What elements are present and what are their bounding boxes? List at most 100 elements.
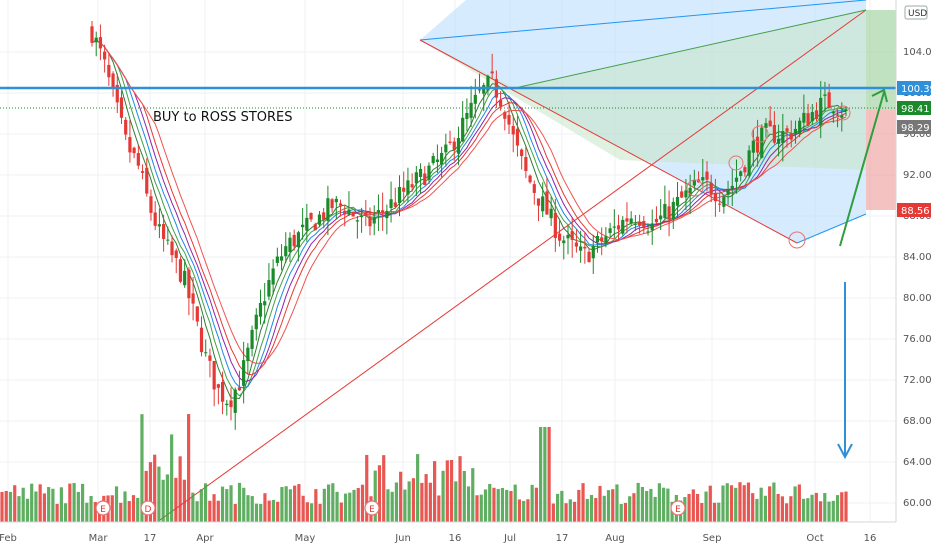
volume-bar <box>80 483 85 522</box>
position-box-loss <box>866 110 896 210</box>
volume-bar <box>301 495 305 522</box>
candle-body <box>633 223 637 225</box>
candle-body <box>718 203 722 205</box>
highlight-circle <box>686 179 704 197</box>
volume-bar <box>360 484 365 522</box>
candle-body <box>528 175 532 183</box>
volume-bar <box>119 502 123 522</box>
volume-bar <box>483 489 488 522</box>
candle-body <box>663 203 667 219</box>
candle-body <box>414 172 418 184</box>
candle-body <box>545 191 549 215</box>
volume-bar <box>68 483 72 522</box>
volume-bar <box>4 490 8 522</box>
candle-body <box>279 256 284 261</box>
candle-body <box>229 400 233 408</box>
earnings-event-marker[interactable]: E <box>95 500 111 516</box>
svg-text:E: E <box>369 505 375 515</box>
candle-body <box>798 120 802 134</box>
volume-bar <box>768 486 772 522</box>
candle-body <box>393 202 397 207</box>
volume-bar <box>729 485 734 522</box>
volume-bar <box>568 499 572 522</box>
volume-bar <box>250 496 254 522</box>
earnings-event-marker[interactable]: E <box>364 500 380 516</box>
volume-bar <box>462 470 466 522</box>
ma-line <box>91 39 847 389</box>
candle-body <box>389 199 393 208</box>
candle-body <box>726 190 730 195</box>
volume-bar <box>420 482 424 522</box>
candle-body <box>814 110 819 119</box>
volume-bar <box>564 503 568 522</box>
svg-text:E: E <box>100 505 106 515</box>
volume-bar <box>297 484 301 522</box>
candle-body <box>309 213 313 220</box>
volume-bar <box>649 488 653 522</box>
volume-bar <box>632 493 636 522</box>
candle-body <box>351 211 355 217</box>
volume-bar <box>780 496 784 522</box>
volume-bar <box>416 454 420 522</box>
candle-body <box>566 234 570 239</box>
earnings-event-marker[interactable]: E <box>670 500 686 516</box>
x-tick-label: 16 <box>864 533 877 544</box>
drawing-tools <box>159 0 896 521</box>
volume-bar <box>623 502 628 522</box>
volume-bar <box>191 492 195 522</box>
volume-bar <box>751 493 755 522</box>
volume-bar <box>840 492 844 522</box>
green-arrow-head <box>871 88 888 103</box>
volume-bar <box>700 503 704 522</box>
candle-body <box>418 168 423 177</box>
volume-bar <box>496 488 500 522</box>
volume-bar <box>734 487 738 522</box>
candle-body <box>334 198 338 203</box>
svg-text:D: D <box>145 505 152 515</box>
volume-bar <box>38 484 42 522</box>
volume-bar <box>424 474 428 522</box>
buy-annotation: BUY to ROSS STORES <box>153 110 293 125</box>
volume-bar <box>407 481 411 522</box>
volume-bar <box>708 485 712 522</box>
candle-body <box>591 246 595 259</box>
volume-bar <box>619 503 623 522</box>
earnings-event-marker[interactable]: D <box>140 500 156 516</box>
y-tick-label: 104.00 <box>903 47 932 58</box>
x-tick-label: Aug <box>605 533 625 544</box>
ma-line <box>91 39 847 376</box>
volume-bar <box>339 502 343 522</box>
candle-body <box>688 187 692 196</box>
volume-bar <box>144 470 148 522</box>
candle-body <box>111 73 115 88</box>
volume-bar <box>157 466 161 522</box>
time-axis: Feb Mar 17 Apr May Jun 16 Jul 17 Aug Sep Oct 16 <box>0 521 896 544</box>
x-tick-label: Feb <box>0 533 17 544</box>
volume-bar <box>776 493 780 522</box>
candle-body <box>220 382 225 402</box>
volume-bar <box>208 500 212 522</box>
volume-bar <box>174 477 178 522</box>
candle-body <box>246 347 250 362</box>
candle-body <box>397 186 402 204</box>
candle-body <box>507 114 511 125</box>
volume-bar <box>47 487 51 522</box>
volume-bar <box>585 498 589 522</box>
volume-bar <box>594 498 598 522</box>
volume-bar <box>500 488 505 522</box>
candle-body <box>183 270 187 286</box>
highlight-circle <box>751 125 769 143</box>
candle-body <box>254 314 258 330</box>
volume-bar <box>51 488 55 522</box>
volume-bar <box>471 468 475 522</box>
volume-bar <box>844 491 848 522</box>
candle-body <box>772 125 776 143</box>
candle-body <box>777 138 781 144</box>
volume-bar <box>178 456 182 522</box>
candle-body <box>819 97 823 125</box>
candle-body <box>646 231 650 233</box>
svg-text:E: E <box>675 505 681 515</box>
candle-body <box>553 212 557 238</box>
volume-bar <box>789 496 793 522</box>
volume-bar <box>161 479 165 522</box>
